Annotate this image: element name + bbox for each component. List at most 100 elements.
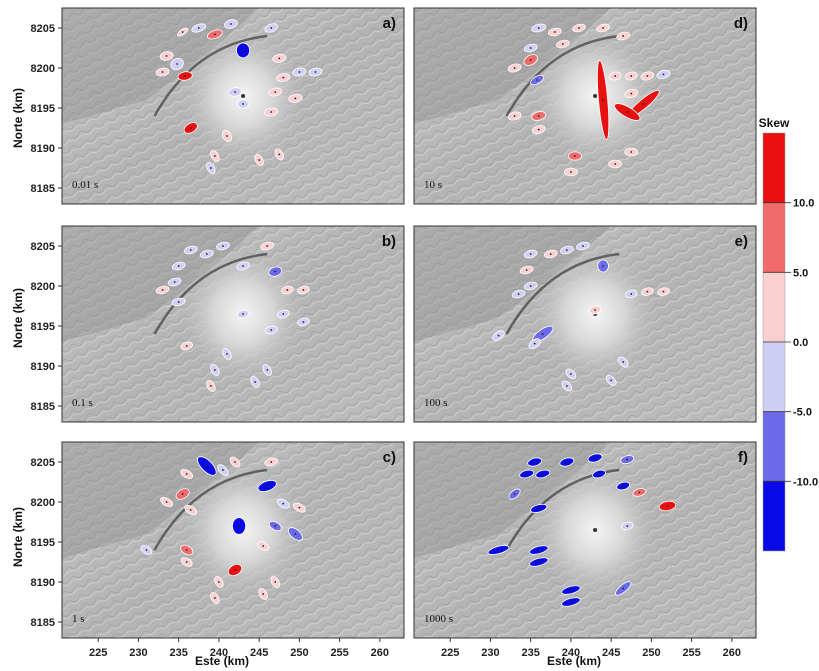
- station-dot: [622, 587, 625, 590]
- station-dot: [614, 75, 617, 77]
- station-dot: [525, 269, 528, 271]
- y-tick-label: 8205: [31, 457, 55, 469]
- summit-marker: [241, 94, 246, 98]
- station-dot: [189, 249, 192, 251]
- panel-letter: f): [738, 449, 748, 466]
- station-dot: [177, 265, 180, 267]
- panel-c: c) 1 s 8205 8200 8195 8190 8185 225 230 235 240 245…: [31, 441, 405, 659]
- x-tick-label: 225: [89, 647, 107, 659]
- summit-marker: [593, 528, 598, 532]
- period-label: 0.1 s: [72, 397, 93, 409]
- station-dot: [209, 167, 212, 169]
- station-dot: [209, 385, 212, 387]
- station-dot: [626, 525, 629, 527]
- station-dot: [529, 285, 532, 287]
- station-dot: [161, 289, 164, 291]
- x-tick-label: 255: [682, 647, 700, 659]
- x-tick-label: 250: [290, 647, 308, 659]
- panel-frame: [413, 441, 757, 639]
- x-axis-title-right: Este (km): [547, 654, 601, 668]
- panel-frame: [61, 441, 405, 639]
- y-tick-label: 8195: [31, 321, 55, 333]
- station-dot: [165, 55, 168, 57]
- colorbar-bin: [763, 272, 785, 342]
- station-dot: [234, 91, 236, 93]
- station-dot: [314, 71, 317, 73]
- period-label: 100 s: [424, 397, 448, 409]
- station-dot: [561, 43, 564, 45]
- x-tick-label: 250: [642, 647, 660, 659]
- station-dot: [642, 103, 645, 105]
- x-axis-title-left: Este (km): [195, 654, 249, 668]
- station-dot: [537, 507, 540, 510]
- station-dot: [274, 91, 277, 93]
- y-tick-label: 8190: [31, 143, 55, 155]
- station-dot: [536, 79, 539, 81]
- x-tick-label: 240: [562, 647, 580, 659]
- station-dot: [602, 27, 605, 29]
- x-tick-label: 230: [481, 647, 499, 659]
- station-dot: [541, 473, 544, 475]
- station-dot: [565, 461, 568, 463]
- y-tick-label: 8190: [31, 577, 55, 589]
- station-dot: [270, 329, 273, 331]
- x-tick-label: 260: [371, 647, 389, 659]
- station-dot: [270, 111, 273, 113]
- station-dot: [234, 461, 236, 463]
- station-dot: [537, 27, 540, 29]
- y-tick-label: 8195: [31, 537, 55, 549]
- y-tick-label: 8205: [31, 241, 55, 253]
- y-tick-label: 8200: [31, 63, 55, 75]
- y-tick-label: 8200: [31, 281, 55, 293]
- station-dot: [185, 473, 188, 475]
- station-dot: [274, 270, 277, 273]
- station-dot: [513, 115, 516, 117]
- station-dot: [266, 485, 269, 487]
- x-tick-label: 230: [129, 647, 147, 659]
- colorbar-title: Skew: [759, 116, 790, 130]
- station-dot: [176, 63, 178, 65]
- station-dot: [638, 491, 641, 494]
- x-tick-label: 245: [602, 647, 620, 659]
- y-tick-label: 8195: [31, 103, 55, 115]
- colorbar-tick-label: -5.0: [793, 407, 812, 419]
- panel-d: d) 10 s: [413, 7, 757, 205]
- station-dot: [622, 361, 625, 363]
- panel-letter: c): [383, 449, 396, 466]
- station-dot: [533, 461, 536, 463]
- station-dot: [242, 265, 244, 267]
- panel-f: f) 1000 s 225 230 235 240 245 250 255 260: [413, 441, 757, 659]
- panel-letter: d): [734, 15, 748, 32]
- station-dot: [213, 369, 216, 371]
- x-tick-label: 225: [441, 647, 459, 659]
- station-dot: [185, 549, 188, 551]
- station-dot: [278, 153, 281, 156]
- station-dot: [282, 502, 285, 505]
- station-dot: [565, 249, 568, 251]
- x-tick-label: 260: [723, 647, 741, 659]
- station-dot: [666, 505, 669, 507]
- y-tick-label: 8185: [31, 617, 55, 629]
- station-dot: [553, 31, 556, 33]
- station-dot: [570, 171, 572, 173]
- station-dot: [529, 47, 532, 49]
- station-dot: [298, 71, 301, 73]
- station-dot: [230, 23, 232, 25]
- station-dot: [266, 369, 269, 371]
- y-axis-title-top: Norte (km): [11, 88, 25, 148]
- station-dot: [578, 27, 580, 29]
- panel-a: a) 0.01 s 8205 8200 8195 8190 8185: [31, 7, 405, 205]
- station-dot: [630, 75, 633, 77]
- station-dot: [161, 71, 164, 73]
- station-dot: [238, 525, 240, 527]
- station-dot: [302, 289, 305, 291]
- station-dot: [537, 115, 540, 117]
- x-tick-label: 245: [250, 647, 268, 659]
- station-dot: [602, 265, 605, 267]
- y-tick-label: 8185: [31, 401, 55, 413]
- panel-letter: a): [383, 15, 396, 32]
- station-dot: [262, 545, 265, 547]
- station-dot: [258, 159, 261, 161]
- station-dot: [565, 385, 568, 387]
